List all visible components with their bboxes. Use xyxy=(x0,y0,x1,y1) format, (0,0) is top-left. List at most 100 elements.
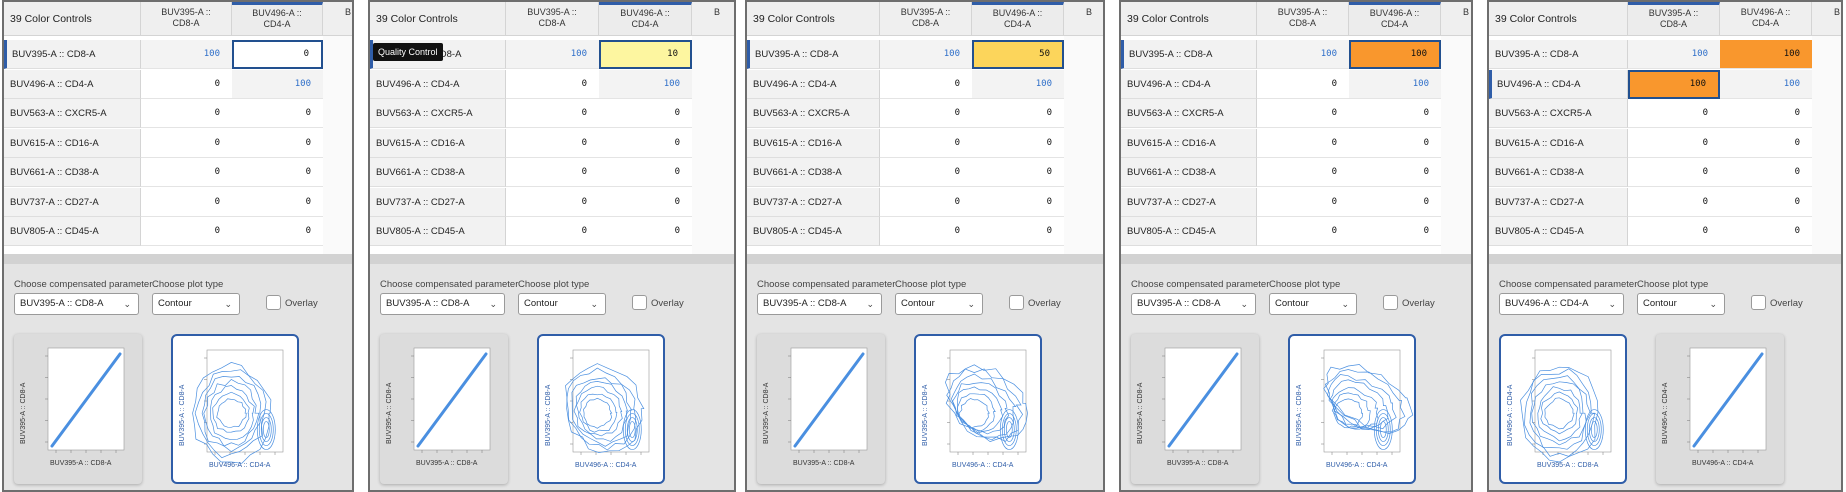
matrix-cell[interactable]: 0 xyxy=(506,187,599,217)
matrix-cell[interactable]: 0 xyxy=(972,158,1064,187)
row-header[interactable]: BUV395-A :: CD8-A xyxy=(1489,40,1628,69)
row-header[interactable]: BUV805-A :: CD45-A xyxy=(747,217,880,246)
matrix-cell[interactable]: 0 xyxy=(1257,128,1349,158)
matrix-cell[interactable]: 0 xyxy=(1628,99,1720,128)
column-header[interactable]: BUV395-A :: CD8-A xyxy=(141,2,232,36)
plot-type-select[interactable]: Contour ⌄ xyxy=(1637,293,1725,315)
row-header[interactable]: BUV496-A :: CD4-A xyxy=(1121,69,1257,99)
row-header[interactable]: BUV615-A :: CD16-A xyxy=(747,128,880,158)
matrix-cell[interactable]: 100 xyxy=(880,40,972,69)
row-header[interactable]: BUV805-A :: CD45-A xyxy=(370,217,506,246)
row-header[interactable]: BUV563-A :: CXCR5-A xyxy=(747,99,880,128)
matrix-cell[interactable]: 100 xyxy=(1349,69,1441,99)
column-header[interactable]: BUV496-A :: CD4-A xyxy=(232,2,323,36)
plot-type-select[interactable]: Contour ⌄ xyxy=(895,293,983,315)
matrix-cell[interactable]: 0 xyxy=(599,99,692,128)
row-header[interactable]: BUV737-A :: CD27-A xyxy=(370,187,506,217)
plot-type-select[interactable]: Contour ⌄ xyxy=(152,293,240,315)
matrix-cell[interactable]: 0 xyxy=(880,158,972,187)
column-header[interactable]: BUV395-A :: CD8-A xyxy=(506,2,599,36)
plot-card[interactable]: BUV395-A :: CD8-A BUV496-A :: CD4-A xyxy=(1499,334,1627,484)
parameter-select[interactable]: BUV496-A :: CD4-A ⌄ xyxy=(1499,293,1624,315)
checkbox-icon[interactable] xyxy=(632,295,647,310)
matrix-cell[interactable]: 0 xyxy=(141,187,232,217)
matrix-cell[interactable]: 0 xyxy=(506,99,599,128)
row-header[interactable]: BUV496-A :: CD4-A xyxy=(370,69,506,99)
matrix-cell[interactable]: 100 xyxy=(1628,69,1720,99)
plot-card[interactable]: BUV496-A :: CD4-A BUV395-A :: CD8-A xyxy=(914,334,1042,484)
scroll-track[interactable] xyxy=(1121,254,1471,264)
row-header[interactable]: BUV615-A :: CD16-A xyxy=(370,128,506,158)
matrix-cell[interactable]: 0 xyxy=(1257,99,1349,128)
scroll-track[interactable] xyxy=(747,254,1103,264)
matrix-cell[interactable]: 100 xyxy=(972,69,1064,99)
row-header[interactable]: BUV737-A :: CD27-A xyxy=(747,187,880,217)
matrix-cell[interactable]: 0 xyxy=(141,69,232,99)
matrix-cell[interactable]: 0 xyxy=(599,217,692,246)
matrix-cell[interactable]: 0 xyxy=(1257,187,1349,217)
parameter-select[interactable]: BUV395-A :: CD8-A ⌄ xyxy=(1131,293,1256,315)
plot-card[interactable]: BUV395-A :: CD8-A BUV395-A :: CD8-A xyxy=(1131,334,1259,484)
row-header[interactable]: BUV563-A :: CXCR5-A xyxy=(4,99,141,128)
matrix-cell[interactable]: 0 xyxy=(1349,99,1441,128)
row-header[interactable]: BUV737-A :: CD27-A xyxy=(1489,187,1628,217)
matrix-cell[interactable]: 0 xyxy=(506,128,599,158)
checkbox-icon[interactable] xyxy=(1383,295,1398,310)
plot-card[interactable]: BUV496-A :: CD4-A BUV395-A :: CD8-A xyxy=(537,334,665,484)
matrix-cell[interactable]: 0 xyxy=(141,128,232,158)
row-header[interactable]: BUV661-A :: CD38-A xyxy=(4,158,141,187)
matrix-cell[interactable]: 0 xyxy=(506,217,599,246)
row-header[interactable]: BUV661-A :: CD38-A xyxy=(1121,158,1257,187)
row-header[interactable]: BUV661-A :: CD38-A xyxy=(1489,158,1628,187)
row-header[interactable]: BUV395-A :: CD8-A xyxy=(4,40,141,69)
plot-card[interactable]: BUV496-A :: CD4-A BUV395-A :: CD8-A xyxy=(1288,334,1416,484)
parameter-select[interactable]: BUV395-A :: CD8-A ⌄ xyxy=(380,293,505,315)
matrix-cell[interactable]: 0 xyxy=(1257,158,1349,187)
matrix-cell[interactable]: 0 xyxy=(880,187,972,217)
column-header-partial[interactable]: B xyxy=(1064,2,1103,36)
row-header[interactable]: BUV615-A :: CD16-A xyxy=(1489,128,1628,158)
row-header[interactable]: BUV496-A :: CD4-A xyxy=(4,69,141,99)
matrix-cell[interactable]: 50 xyxy=(972,40,1064,69)
column-header-partial[interactable]: B xyxy=(1441,2,1471,36)
column-header[interactable]: BUV395-A :: CD8-A xyxy=(880,2,972,36)
matrix-cell[interactable]: 0 xyxy=(599,128,692,158)
matrix-cell[interactable]: 0 xyxy=(232,158,323,187)
plot-card[interactable]: BUV496-A :: CD4-A BUV496-A :: CD4-A xyxy=(1656,334,1784,484)
matrix-cell[interactable]: 100 xyxy=(1628,40,1720,69)
plot-card[interactable]: BUV496-A :: CD4-A BUV395-A :: CD8-A xyxy=(171,334,299,484)
row-header[interactable]: BUV737-A :: CD27-A xyxy=(4,187,141,217)
row-header[interactable]: BUV661-A :: CD38-A xyxy=(747,158,880,187)
checkbox-icon[interactable] xyxy=(266,295,281,310)
matrix-cell[interactable]: 100 xyxy=(599,69,692,99)
matrix-cell[interactable]: 0 xyxy=(1720,217,1812,246)
row-header[interactable]: BUV563-A :: CXCR5-A xyxy=(1489,99,1628,128)
row-header[interactable]: BUV395-A :: CD8-A xyxy=(1121,40,1257,69)
matrix-cell[interactable]: 0 xyxy=(232,128,323,158)
row-header[interactable]: BUV737-A :: CD27-A xyxy=(1121,187,1257,217)
matrix-cell[interactable]: 100 xyxy=(1720,69,1812,99)
matrix-cell[interactable]: 0 xyxy=(1349,187,1441,217)
matrix-cell[interactable]: 0 xyxy=(232,217,323,246)
matrix-cell[interactable]: 10 xyxy=(599,40,692,69)
scroll-track[interactable] xyxy=(370,254,734,264)
matrix-cell[interactable]: 0 xyxy=(232,187,323,217)
matrix-cell[interactable]: 100 xyxy=(141,40,232,69)
row-header[interactable]: BUV661-A :: CD38-A xyxy=(370,158,506,187)
column-header-partial[interactable]: B xyxy=(692,2,734,36)
plot-type-select[interactable]: Contour ⌄ xyxy=(518,293,606,315)
matrix-cell[interactable]: 0 xyxy=(1720,158,1812,187)
checkbox-icon[interactable] xyxy=(1009,295,1024,310)
matrix-cell[interactable]: 0 xyxy=(972,187,1064,217)
plot-card[interactable]: BUV395-A :: CD8-A BUV395-A :: CD8-A xyxy=(757,334,885,484)
row-header[interactable]: BUV395-A :: CD8-A xyxy=(747,40,880,69)
matrix-cell[interactable]: 100 xyxy=(232,69,323,99)
column-header[interactable]: BUV395-A :: CD8-A xyxy=(1628,2,1720,36)
matrix-cell[interactable]: 0 xyxy=(506,69,599,99)
matrix-cell[interactable]: 0 xyxy=(599,187,692,217)
matrix-cell[interactable]: 0 xyxy=(880,69,972,99)
column-header-partial[interactable]: B xyxy=(323,2,352,36)
column-header[interactable]: BUV496-A :: CD4-A xyxy=(1349,2,1441,36)
row-header[interactable]: BUV496-A :: CD4-A xyxy=(1489,69,1628,99)
matrix-cell[interactable]: 0 xyxy=(1628,187,1720,217)
